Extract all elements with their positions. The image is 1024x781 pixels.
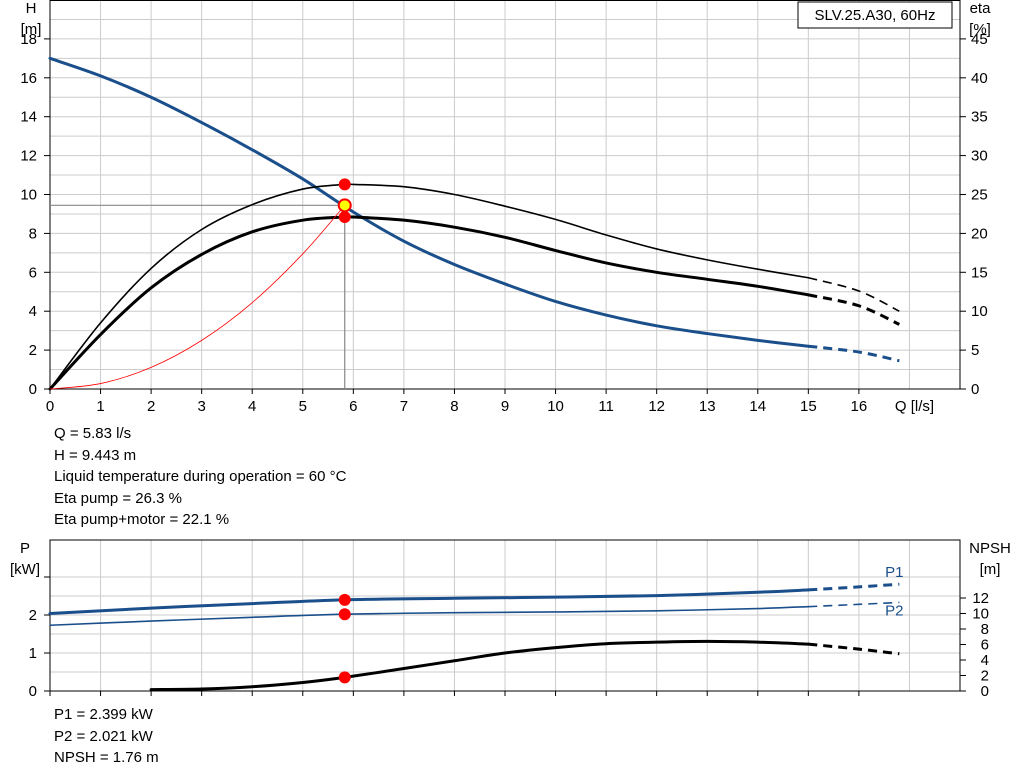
top-right-tick-label: 0 (971, 381, 979, 398)
bottom-NPSH-curve-extrapolated (808, 642, 900, 656)
eta-total-value: Eta pump+motor = 22.1 % (54, 511, 230, 528)
top-system-curve (49, 204, 346, 390)
point-NPSH (338, 671, 351, 684)
legend-box-label: SLV.25.A30, 60Hz (815, 7, 936, 24)
bottom-y2-axis-unit: [m] (980, 561, 1001, 578)
top-left-tick-label: 8 (29, 225, 37, 242)
series-label-P1: P1 (885, 564, 903, 581)
top-x-tick-label: 5 (299, 398, 307, 415)
top-x-tick-label: 1 (96, 398, 104, 415)
top-x-tick-label: 4 (248, 398, 256, 415)
bottom-P1-curve (48, 588, 810, 615)
bottom-P1-curve-extrapolated (808, 582, 900, 592)
bottom-y2-axis-label: NPSH (969, 540, 1011, 557)
top-left-tick-label: 10 (20, 187, 37, 204)
p1-value: P1 = 2.399 kW (54, 706, 153, 723)
bottom-left-tick-label: 0 (29, 683, 37, 700)
bottom-right-tick-label: 4 (981, 652, 989, 669)
top-x-tick-label: 3 (197, 398, 205, 415)
npsh-value: NPSH = 1.76 m (54, 749, 159, 766)
duty-point (337, 198, 352, 213)
bottom-right-tick-label: 10 (972, 606, 989, 623)
eta-pump-value: Eta pump = 26.3 % (54, 489, 182, 507)
top-left-tick-label: 2 (29, 342, 37, 359)
top-right-tick-label: 25 (971, 187, 988, 204)
bottom-y-axis-label: P (20, 540, 30, 557)
top-left-tick-label: 18 (20, 31, 37, 48)
series-label-P2: P2 (885, 602, 903, 619)
top-left-tick-label: 0 (29, 381, 37, 398)
top-left-tick-label: 14 (20, 109, 37, 126)
legend-box (797, 1, 953, 29)
top-right-tick-label: 35 (971, 109, 988, 126)
operating-point-info: Q = 5.83 l/s H = 9.443 m Liquid temperat… (54, 423, 346, 531)
top-x-tick-label: 14 (749, 398, 766, 415)
bottom-left-tick-label: 2 (29, 607, 37, 624)
top-x-tick-label: 11 (598, 398, 614, 415)
bottom-right-tick-label: 6 (981, 637, 989, 654)
bottom-y-axis-unit: [kW] (10, 561, 40, 578)
top-y-axis-unit: [m] (21, 21, 42, 38)
bottom-NPSH-curve (149, 639, 810, 692)
eta-total-point (338, 211, 351, 224)
top-left-tick-label: 4 (29, 303, 37, 320)
top-right-tick-label: 40 (971, 70, 988, 87)
top-x-tick-label: 15 (800, 398, 817, 415)
head-value: H = 9.443 m (54, 446, 137, 464)
bottom-right-tick-label: 2 (981, 668, 989, 685)
top-x-tick-label: 2 (147, 398, 155, 415)
top-x-tick-label: 6 (349, 398, 357, 415)
top-right-tick-label: 30 (971, 148, 988, 165)
top-eta_total-curve-extrapolated (808, 293, 900, 326)
top-x-tick-label: 12 (648, 398, 665, 415)
bottom-P2-curve-extrapolated (808, 601, 900, 608)
top-y-axis-label: H (26, 0, 37, 17)
top-x-tick-label: 8 (450, 398, 458, 415)
top-right-tick-label: 45 (971, 31, 988, 48)
bottom-P2-curve (49, 605, 810, 627)
top-right-tick-label: 10 (971, 303, 988, 320)
top-left-tick-label: 16 (20, 70, 37, 87)
top-head-curve (48, 56, 810, 348)
top-eta_pump-curve-extrapolated (808, 276, 900, 312)
bottom-right-tick-label: 12 (972, 590, 989, 607)
top-left-tick-label: 12 (20, 148, 37, 165)
power-info: P1 = 2.399 kW P2 = 2.021 kW NPSH = 1.76 … (54, 704, 159, 769)
p2-value: P2 = 2.021 kW (54, 727, 153, 745)
top-eta_total-curve (48, 215, 810, 391)
top-left-tick-label: 6 (29, 264, 37, 281)
eta-pump-point (338, 178, 351, 191)
point-P1 (338, 593, 351, 606)
top-x-tick-label: 7 (400, 398, 408, 415)
top-right-tick-label: 20 (971, 225, 988, 242)
bottom-left-tick-label: 1 (29, 645, 37, 662)
flow-value: Q = 5.83 l/s (54, 425, 132, 442)
top-x-axis-label: Q [l/s] (895, 398, 934, 415)
bottom-right-tick-label: 0 (981, 683, 989, 700)
bottom-right-tick-label: 8 (981, 621, 989, 638)
top-right-tick-label: 5 (971, 342, 979, 359)
top-x-tick-label: 9 (501, 398, 509, 415)
top-right-tick-label: 15 (971, 264, 988, 281)
top-x-tick-label: 0 (46, 398, 54, 415)
top-y2-axis-label: eta (970, 0, 992, 17)
top-eta_pump-curve (49, 183, 810, 390)
top-x-tick-label: 13 (699, 398, 716, 415)
top-x-tick-label: 10 (547, 398, 564, 415)
top-head-curve-extrapolated (808, 344, 900, 363)
liquid-temperature: Liquid temperature during operation = 60… (54, 468, 347, 485)
top-x-tick-label: 16 (851, 398, 868, 415)
top-y2-axis-unit: [%] (969, 21, 991, 38)
point-P2 (338, 608, 351, 621)
